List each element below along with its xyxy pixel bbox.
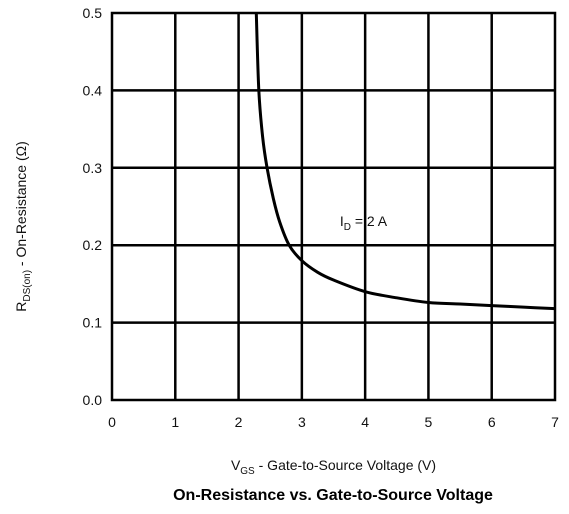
x-tick-label: 7 <box>551 414 559 430</box>
x-tick-label: 3 <box>298 414 306 430</box>
x-axis-label-main: V <box>231 457 241 473</box>
y-tick-label: 0.5 <box>83 5 103 21</box>
y-tick-label: 0.1 <box>83 315 103 331</box>
x-tick-label: 5 <box>425 414 433 430</box>
x-tick-label: 2 <box>235 414 243 430</box>
annotation-sub: D <box>344 222 351 233</box>
x-tick-label: 6 <box>488 414 496 430</box>
annotation-main: I <box>340 213 344 229</box>
rds-curve-line <box>254 13 555 311</box>
plot-frame <box>110 11 557 402</box>
y-axis-label-sub: DS(on) <box>22 270 33 302</box>
y-tick-labels: 0.0 0.1 0.2 0.3 0.4 0.5 <box>83 5 103 408</box>
y-axis-label-rest: - On-Resistance (Ω) <box>13 141 29 270</box>
x-tick-label: 1 <box>171 414 179 430</box>
x-axis-label-rest: - Gate-to-Source Voltage (V) <box>255 457 436 473</box>
current-annotation: ID = 2 A <box>340 213 388 233</box>
x-tick-label: 4 <box>361 414 369 430</box>
x-tick-label: 0 <box>108 414 116 430</box>
y-tick-label: 0.0 <box>83 392 103 408</box>
x-tick-labels: 0 1 2 3 4 5 6 7 <box>108 414 559 430</box>
x-axis-label-sub: GS <box>240 466 255 477</box>
y-tick-label: 0.3 <box>83 160 103 176</box>
annotation-rest: = 2 A <box>351 213 388 229</box>
y-axis-label-main: R <box>13 302 29 312</box>
y-axis-label: RDS(on) - On-Resistance (Ω) <box>13 141 33 312</box>
grid <box>112 13 555 400</box>
y-tick-label: 0.4 <box>83 82 103 98</box>
curve-layer <box>254 13 555 311</box>
chart-title: On-Resistance vs. Gate-to-Source Voltage <box>173 487 493 504</box>
x-axis-label: VGS - Gate-to-Source Voltage (V) <box>231 457 436 477</box>
y-tick-label: 0.2 <box>83 237 103 253</box>
